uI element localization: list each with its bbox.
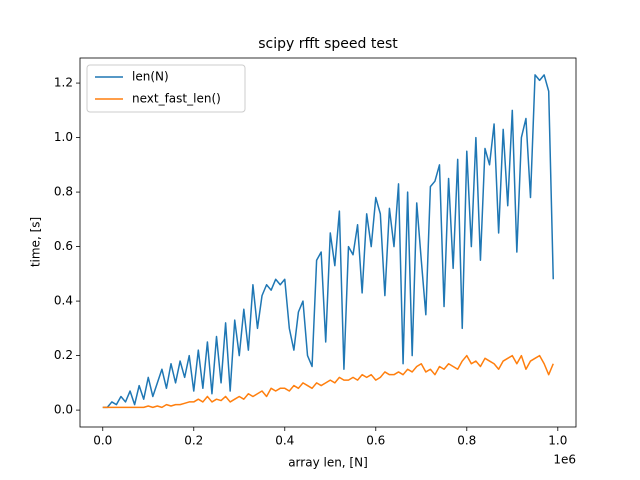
x-offset-label: 1e6: [553, 453, 576, 467]
x-tick-label: 0.0: [93, 434, 112, 448]
y-tick-label: 1.0: [54, 130, 73, 144]
plot-frame: [79, 57, 577, 428]
x-tick-label: 0.4: [275, 434, 294, 448]
x-tick-label: 1.0: [548, 434, 567, 448]
x-tick-label: 0.8: [457, 434, 476, 448]
y-tick-label: 0.4: [54, 294, 73, 308]
legend-label: next_fast_len(): [132, 92, 221, 106]
series-line: [102, 74, 554, 409]
y-tick-label: 0.0: [54, 403, 73, 417]
y-tick-label: 1.2: [54, 76, 73, 90]
x-tick-label: 0.6: [366, 434, 385, 448]
y-axis-label: time, [s]: [29, 217, 43, 267]
x-axis-label: array len, [N]: [288, 456, 368, 470]
legend-label: len(N): [132, 70, 169, 84]
chart-title: scipy rfft speed test: [258, 36, 398, 52]
y-tick-label: 0.6: [54, 239, 73, 253]
x-tick-label: 0.2: [184, 434, 203, 448]
series-line: [102, 354, 554, 409]
y-tick-label: 0.8: [54, 185, 73, 199]
legend-box: [86, 64, 246, 113]
y-tick-label: 0.2: [54, 348, 73, 362]
